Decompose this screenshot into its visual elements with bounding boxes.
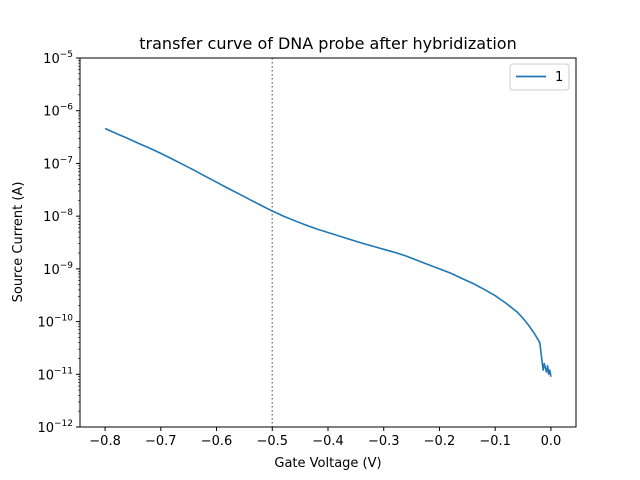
x-tick-label: −0.4 bbox=[312, 434, 344, 449]
y-tick-label: 10−11 bbox=[37, 366, 73, 383]
x-tick-label: −0.7 bbox=[145, 434, 177, 449]
y-tick-label: 10−9 bbox=[43, 261, 73, 278]
y-axis-label: Source Current (A) bbox=[11, 182, 26, 303]
x-axis-label: Gate Voltage (V) bbox=[274, 456, 381, 471]
plot-area bbox=[104, 58, 552, 427]
chart-title: transfer curve of DNA probe after hybrid… bbox=[139, 34, 516, 53]
legend: 1 bbox=[509, 63, 570, 91]
series-line-0 bbox=[104, 127, 552, 377]
x-axis: −0.8 −0.7 −0.6 −0.5 −0.4 −0.3 −0.2 −0.1 0.0 bbox=[89, 427, 561, 449]
y-tick-label: 10−12 bbox=[37, 419, 73, 436]
y-tick-label: 10−6 bbox=[43, 103, 73, 120]
y-tick-label: 10−7 bbox=[43, 155, 73, 172]
x-tick-label: −0.8 bbox=[89, 434, 121, 449]
y-axis: 10−12 10−11 10−10 10−9 10−8 10−7 10−6 10−5 bbox=[37, 50, 80, 436]
x-tick-label: −0.2 bbox=[424, 434, 456, 449]
x-tick-label: 0.0 bbox=[541, 434, 562, 449]
x-tick-label: −0.6 bbox=[201, 434, 233, 449]
x-tick-label: −0.1 bbox=[479, 434, 511, 449]
legend-label: 1 bbox=[555, 70, 563, 85]
y-tick-label: 10−10 bbox=[37, 314, 73, 331]
y-tick-label: 10−8 bbox=[43, 208, 73, 225]
x-tick-label: −0.3 bbox=[368, 434, 400, 449]
x-tick-label: −0.5 bbox=[256, 434, 288, 449]
y-tick-label: 10−5 bbox=[43, 50, 73, 67]
